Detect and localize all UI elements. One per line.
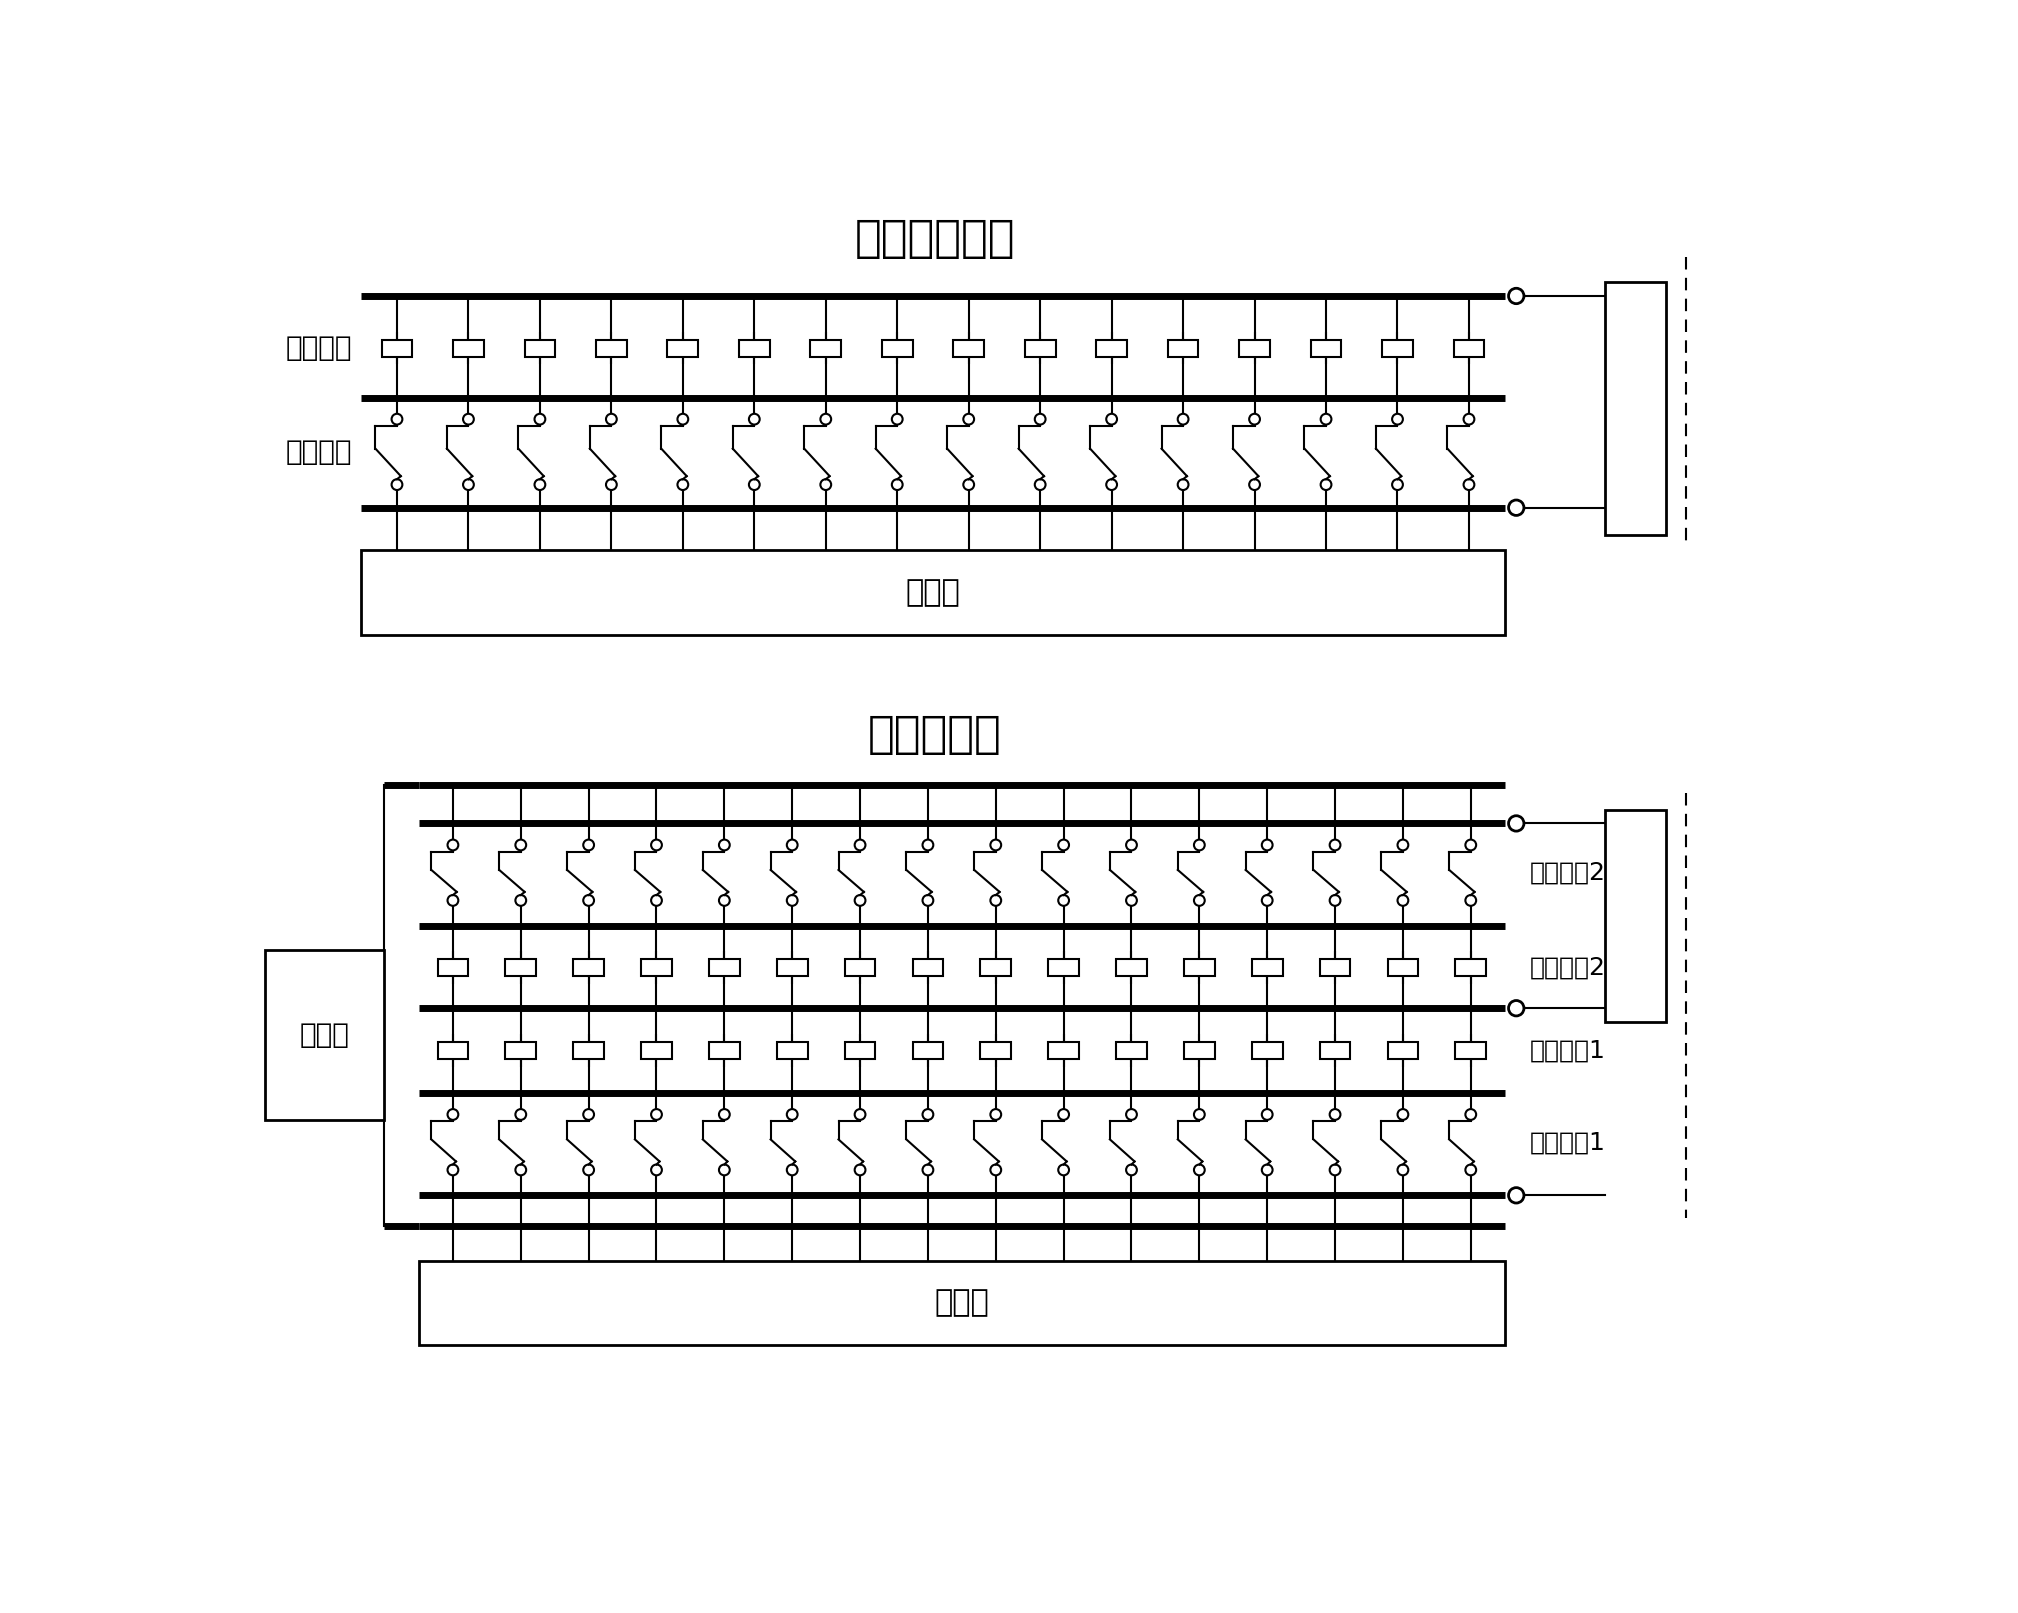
Bar <box>438 960 468 976</box>
Bar <box>1382 340 1413 356</box>
Bar <box>846 960 876 976</box>
Bar <box>1025 340 1055 356</box>
Text: 电子开关1: 电子开关1 <box>1530 1131 1604 1155</box>
Bar <box>981 1042 1011 1060</box>
Bar <box>1185 960 1215 976</box>
Bar <box>1096 340 1126 356</box>
Text: 电子开关2: 电子开关2 <box>1530 861 1606 884</box>
Bar <box>952 340 985 356</box>
Bar <box>1320 960 1350 976</box>
Bar <box>912 960 942 976</box>
Bar <box>454 340 484 356</box>
Text: 电阔网的2: 电阔网的2 <box>1530 955 1606 979</box>
Bar <box>525 340 555 356</box>
Bar <box>912 1042 942 1060</box>
Bar <box>573 960 603 976</box>
Bar <box>1320 1042 1350 1060</box>
Bar <box>668 340 698 356</box>
Bar <box>438 1042 468 1060</box>
Bar <box>1239 340 1269 356</box>
Bar <box>708 1042 741 1060</box>
Bar <box>777 960 807 976</box>
Bar <box>1185 1042 1215 1060</box>
Bar <box>1310 340 1342 356</box>
Bar <box>420 1261 1505 1345</box>
Bar <box>1604 810 1667 1023</box>
Bar <box>1116 1042 1146 1060</box>
Bar <box>642 1042 672 1060</box>
Bar <box>504 960 537 976</box>
Text: 电阔网络: 电阔网络 <box>285 334 351 363</box>
Bar <box>504 1042 537 1060</box>
Bar <box>708 960 741 976</box>
Bar <box>1251 960 1283 976</box>
Bar <box>642 960 672 976</box>
Bar <box>1453 340 1485 356</box>
Bar <box>981 960 1011 976</box>
Bar <box>1047 960 1080 976</box>
Bar <box>882 340 912 356</box>
Bar <box>1388 1042 1419 1060</box>
Bar <box>1388 960 1419 976</box>
Bar <box>739 340 769 356</box>
Bar <box>1604 282 1667 534</box>
Bar <box>777 1042 807 1060</box>
Text: 电阔网的1: 电阔网的1 <box>1530 1039 1604 1063</box>
Bar <box>361 550 1505 636</box>
Bar <box>1455 960 1485 976</box>
Bar <box>264 950 383 1119</box>
Text: 计数器: 计数器 <box>934 1289 989 1318</box>
Text: 计数器: 计数器 <box>906 577 961 606</box>
Text: 电位器模式: 电位器模式 <box>868 713 1001 756</box>
Bar <box>811 340 842 356</box>
Bar <box>1455 1042 1485 1060</box>
Bar <box>1168 340 1199 356</box>
Bar <box>381 340 412 356</box>
Bar <box>595 340 628 356</box>
Bar <box>1251 1042 1283 1060</box>
Bar <box>1116 960 1146 976</box>
Text: 可调电阔模式: 可调电阔模式 <box>856 216 1015 260</box>
Bar <box>846 1042 876 1060</box>
Bar <box>1047 1042 1080 1060</box>
Text: 电子开关: 电子开关 <box>285 437 351 466</box>
Text: 反相器: 反相器 <box>301 1021 349 1048</box>
Bar <box>573 1042 603 1060</box>
